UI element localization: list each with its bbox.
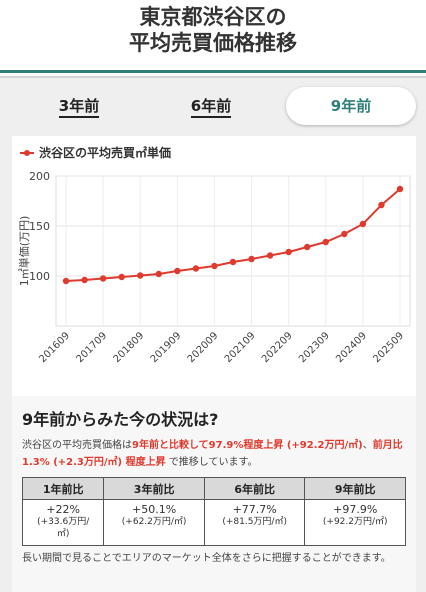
legend-line-marker-icon bbox=[20, 148, 34, 158]
x-tick-label: 201809 bbox=[112, 330, 147, 365]
info-highlight-9yr: 9年前と比較して97.9%程度上昇 (+92.2万円/㎡) bbox=[132, 440, 363, 451]
cell-9yr: +97.9% (+92.2万円/㎡) bbox=[304, 499, 406, 546]
data-point bbox=[341, 230, 348, 238]
pct-6yr: +77.7% bbox=[232, 503, 277, 516]
header-9yr: 9年前比 bbox=[304, 477, 406, 500]
pct-3yr: +50.1% bbox=[132, 503, 177, 516]
page-title-line2: 平均売買価格推移 bbox=[129, 31, 297, 55]
info-text-part3: で推移しています。 bbox=[165, 457, 258, 468]
header-1yr: 1年前比 bbox=[21, 477, 105, 500]
y-tick-label: 200 bbox=[29, 170, 50, 183]
tab-3-years[interactable]: 3年前 bbox=[44, 87, 114, 125]
data-point bbox=[99, 275, 107, 282]
data-point bbox=[396, 185, 404, 193]
tab-6-years-label: 6年前 bbox=[190, 97, 232, 118]
info-text-part1: 渋谷区の平均売買価格は bbox=[22, 440, 132, 451]
data-point bbox=[378, 201, 385, 209]
title-divider-grey bbox=[0, 76, 426, 78]
x-tick-label: 201709 bbox=[74, 330, 109, 365]
y-tick-label: 100 bbox=[29, 270, 50, 283]
info-footer: 長い期間で見ることでエリアのマーケット全体をさらに把握することができます。 bbox=[22, 553, 391, 564]
data-point bbox=[192, 265, 200, 272]
data-point bbox=[304, 243, 311, 251]
page-title: 東京都渋谷区の 平均売買価格推移 bbox=[0, 0, 426, 70]
amt-6yr: (+81.5万円/㎡) bbox=[222, 517, 287, 527]
data-point bbox=[266, 252, 274, 259]
amt-9yr: (+92.2万円/㎡) bbox=[322, 517, 388, 527]
series-line bbox=[65, 188, 401, 282]
data-point bbox=[62, 277, 70, 285]
pct-1yr: +22% bbox=[46, 503, 81, 516]
x-tick-label: 202109 bbox=[223, 330, 258, 365]
data-point bbox=[229, 258, 237, 266]
cell-6yr: +77.7% (+81.5万円/㎡) bbox=[203, 499, 306, 546]
tab-3-years-label: 3年前 bbox=[58, 97, 100, 118]
chart-card: 100 150 200 201609 201709 201809 201909 202009 2… bbox=[12, 136, 416, 396]
data-point bbox=[118, 273, 125, 281]
data-point bbox=[155, 270, 162, 278]
amt-1yr-line2: ㎡) bbox=[56, 529, 70, 539]
cell-3yr: +50.1% (+62.2万円/㎡) bbox=[103, 499, 205, 546]
x-tick-label: 202309 bbox=[297, 330, 332, 365]
pct-9yr: +97.9% bbox=[333, 503, 378, 516]
info-text-part2: 、 bbox=[362, 440, 373, 451]
x-tick-label: 202409 bbox=[334, 330, 369, 365]
legend-label: 渋谷区の平均売買㎡単価 bbox=[39, 146, 172, 160]
x-tick-label: 201909 bbox=[149, 330, 184, 365]
data-point bbox=[285, 248, 292, 256]
chart-legend[interactable]: 渋谷区の平均売買㎡単価 bbox=[20, 144, 171, 161]
y-tick-label: 150 bbox=[29, 220, 50, 233]
tab-9-years-label: 9年前 bbox=[330, 97, 372, 115]
x-tick-label: 202009 bbox=[186, 330, 221, 365]
x-tick-label: 202209 bbox=[260, 330, 295, 365]
plot-frame bbox=[55, 175, 411, 327]
x-tick-label: 201609 bbox=[37, 330, 72, 365]
info-title: 9年前からみた今の状況は? bbox=[22, 410, 219, 429]
data-point bbox=[248, 255, 255, 263]
cell-1yr: +22% (+33.6万円/ ㎡) bbox=[21, 499, 105, 546]
x-tick-label: 202509 bbox=[371, 330, 406, 365]
period-tabs: 3年前 6年前 9年前 bbox=[0, 78, 426, 136]
page-title-line1: 東京都渋谷区の bbox=[139, 5, 287, 29]
comparison-table: 1年前比 3年前比 6年前比 9年前比 +22% (+33.6万円/ ㎡) +5… bbox=[21, 477, 406, 546]
info-highlight-monthly: 前月比 1.3% (+2.3万円/㎡) 程度上昇 bbox=[22, 440, 403, 468]
header-3yr: 3年前比 bbox=[103, 477, 205, 500]
amt-1yr-line1: (+33.6万円/ bbox=[37, 517, 90, 527]
info-card: 9年前からみた今の状況は? 渋谷区の平均売買価格は9年前と比較して97.9%程度… bbox=[12, 396, 416, 592]
comparison-header-row: 1年前比 3年前比 6年前比 9年前比 bbox=[21, 477, 406, 500]
amt-3yr: (+62.2万円/㎡) bbox=[121, 517, 187, 527]
title-divider-green bbox=[0, 70, 426, 73]
data-point bbox=[174, 267, 181, 275]
data-point bbox=[322, 238, 329, 246]
tab-6-years[interactable]: 6年前 bbox=[176, 87, 246, 125]
header-6yr: 6年前比 bbox=[203, 477, 306, 500]
data-point bbox=[81, 276, 88, 284]
y-axis-label: 1㎡単価(万円) bbox=[17, 216, 31, 287]
comparison-value-row: +22% (+33.6万円/ ㎡) +50.1% (+62.2万円/㎡) +77… bbox=[21, 499, 406, 546]
data-point bbox=[211, 262, 218, 270]
data-point bbox=[137, 272, 144, 279]
tab-9-years[interactable]: 9年前 bbox=[286, 87, 416, 125]
data-point bbox=[359, 220, 367, 228]
info-summary: 渋谷区の平均売買価格は9年前と比較して97.9%程度上昇 (+92.2万円/㎡)… bbox=[22, 437, 406, 471]
